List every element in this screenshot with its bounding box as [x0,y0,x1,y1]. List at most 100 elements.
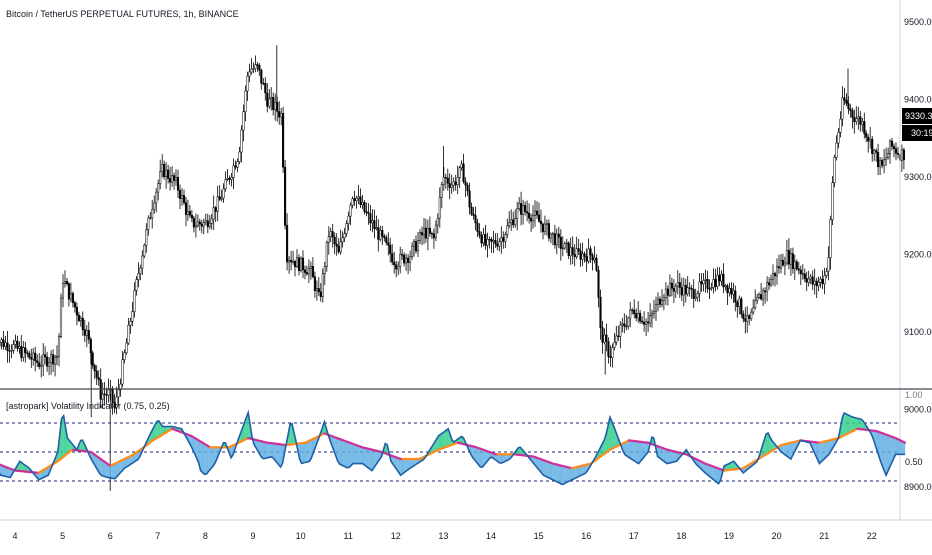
indicator-fill-segment [208,446,210,472]
indicator-fill-segment [543,460,545,476]
candle-body [197,222,199,226]
candle-body [209,223,211,226]
candle-body [399,254,401,266]
candle-body [344,234,346,238]
candle-body [873,151,875,154]
candle-body [213,208,215,219]
candle-body [871,139,873,153]
candle-body [576,249,578,257]
candle-body [612,348,614,358]
indicator-fill-segment [81,440,83,451]
candle-body [750,312,752,319]
candle-body [778,267,780,268]
candle-body [259,65,261,70]
price-tick-label: 9100.00 [904,327,932,337]
indicator-fill-segment [823,441,825,460]
candle-body [86,330,88,335]
candle-body [372,221,374,223]
candle-body [754,300,756,308]
candle-body [189,211,191,215]
indicator-fill-segment [717,468,719,484]
candle-body [455,182,457,185]
time-axis-label: 14 [486,531,496,541]
candle-body [739,299,741,307]
candle-body [175,177,177,180]
price-tick-label: 9300.00 [904,172,932,182]
candle-body [384,236,386,237]
candle-body [401,254,403,255]
candle-body [407,258,409,262]
candle-body [875,151,877,153]
candle-body [572,248,574,255]
candle-body [302,258,304,270]
candle-body [856,119,858,122]
candle-body [179,190,181,198]
indicator-fill-segment [899,440,901,454]
candle-body [864,121,866,133]
candle-body [772,274,774,280]
indicator-fill-segment [844,413,846,435]
price-tick-label: 9500.00 [904,17,932,27]
candle-body [261,70,263,83]
candle-body [193,218,195,227]
indicator-fill-segment [349,443,351,468]
candle-body [616,336,618,342]
indicator-fill-segment [265,442,267,458]
indicator-fill-segment [561,466,563,485]
candle-body [336,244,338,246]
candle-body [643,322,645,324]
indicator-fill-segment [111,465,113,479]
candle-body [485,234,487,245]
candle-body [784,263,786,265]
candle-body [122,360,124,384]
candle-body [774,274,776,276]
candle-body [60,298,62,336]
candle-body [503,238,505,242]
candle-body [877,152,879,167]
candle-body [288,260,290,262]
candle-body [243,112,245,130]
candle-body [614,342,616,347]
candle-body [300,258,302,271]
candle-body [304,270,306,273]
time-axis-label: 11 [344,531,353,541]
indicator-fill-segment [355,445,357,464]
candle-body [165,170,167,177]
candle-body [171,176,173,183]
time-axis-label: 6 [108,531,113,541]
candle-body [386,238,388,243]
candle-body [144,245,146,256]
candle-body [508,223,510,226]
candle-body [374,221,376,229]
candle-body [306,273,308,274]
candle-body [491,239,493,241]
indicator-fill-segment [566,467,568,483]
candle-body [633,310,635,314]
time-axis-label: 13 [438,531,448,541]
candle-body [138,274,140,280]
candle-body [82,318,84,330]
time-axis-label: 22 [867,531,877,541]
candle-body [31,358,33,360]
indicator-fill-segment [500,454,502,463]
indicator-fill-segment [559,465,561,484]
candle-body [649,315,651,323]
candle-body [342,238,344,242]
indicator-fill-segment [858,418,860,429]
candle-body [433,234,435,238]
indicator-fill-segment [305,442,307,463]
candle-body [582,254,584,260]
candle-body [64,281,66,283]
candle-body [659,299,661,304]
indicator-fill-segment [884,434,886,475]
candle-body [298,258,300,271]
candle-body [249,72,251,76]
candle-body [380,230,382,239]
candle-body [760,295,762,300]
candle-body [858,117,860,119]
candle-body [29,353,31,357]
indicator-fill-segment [357,445,359,463]
indicator-fill-segment [206,445,208,474]
candle-body [792,254,794,269]
